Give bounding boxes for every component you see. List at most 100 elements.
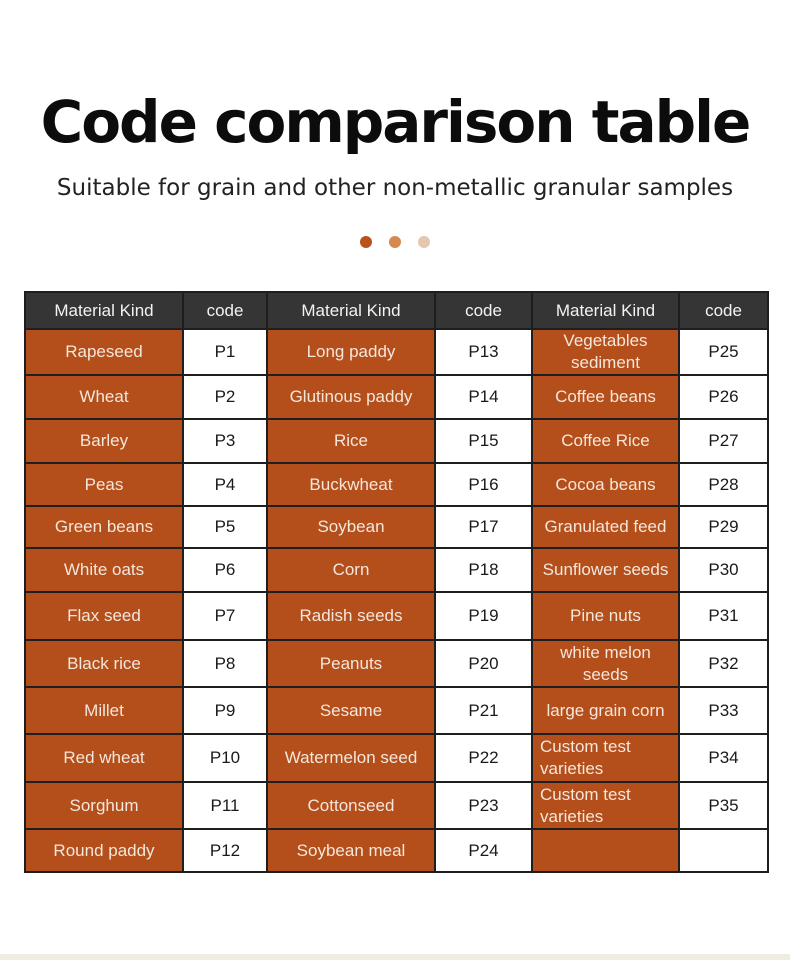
table-row: Black rice P8 Peanuts P20 white melon seeds P… [24,639,769,688]
code-cell: P3 [182,418,268,464]
table-row: Round paddy P12 Soybean meal P24 [24,828,769,873]
material-kind-cell: Sorghum [24,781,184,830]
material-kind-cell: Flax seed [24,591,184,641]
code-comparison-table: Material Kind code Material Kind code Ma… [24,291,769,873]
bottom-strip [0,954,790,960]
material-kind-cell: Black rice [24,639,184,688]
material-kind-cell: Cocoa beans [531,462,680,507]
column-header: code [182,291,268,330]
material-kind-cell: Round paddy [24,828,184,873]
column-header: Material Kind [531,291,680,330]
code-cell: P13 [434,328,533,376]
table-header-row: Material Kind code Material Kind code Ma… [24,291,769,330]
column-header: Material Kind [24,291,184,330]
code-cell: P21 [434,686,533,735]
material-kind-cell [531,828,680,873]
code-cell: P31 [678,591,769,641]
indicator-dot [389,236,401,248]
material-kind-cell: Coffee beans [531,374,680,420]
material-kind-cell: Pine nuts [531,591,680,641]
code-cell: P32 [678,639,769,688]
material-kind-cell: Red wheat [24,733,184,783]
code-cell: P15 [434,418,533,464]
table-row: Green beans P5 Soybean P17 Granulated feed P2… [24,505,769,549]
material-kind-cell: Coffee Rice [531,418,680,464]
code-cell: P11 [182,781,268,830]
code-cell: P1 [182,328,268,376]
code-cell: P18 [434,547,533,593]
page-indicator-dots [0,236,790,248]
indicator-dot [418,236,430,248]
material-kind-cell: Radish seeds [266,591,436,641]
code-cell [678,828,769,873]
code-cell: P28 [678,462,769,507]
code-cell: P25 [678,328,769,376]
material-kind-cell: Corn [266,547,436,593]
material-kind-cell: Granulated feed [531,505,680,549]
code-cell: P14 [434,374,533,420]
material-kind-cell: large grain corn [531,686,680,735]
code-cell: P20 [434,639,533,688]
page-subtitle: Suitable for grain and other non-metalli… [56,175,734,201]
table-row: Barley P3 Rice P15 Coffee Rice P27 [24,418,769,464]
material-kind-cell: Custom test varieties [531,781,680,830]
material-kind-cell: Peanuts [266,639,436,688]
material-kind-cell: Rapeseed [24,328,184,376]
table-row: White oats P6 Corn P18 Sunflower seeds P30 [24,547,769,593]
material-kind-cell: Custom test varieties [531,733,680,783]
code-cell: P2 [182,374,268,420]
code-cell: P8 [182,639,268,688]
material-kind-cell: Millet [24,686,184,735]
code-cell: P19 [434,591,533,641]
material-kind-cell: Sesame [266,686,436,735]
code-cell: P24 [434,828,533,873]
code-cell: P12 [182,828,268,873]
code-cell: P16 [434,462,533,507]
material-kind-cell: Wheat [24,374,184,420]
material-kind-cell: white melon seeds [531,639,680,688]
code-cell: P26 [678,374,769,420]
material-kind-cell: Sunflower seeds [531,547,680,593]
material-kind-cell: Buckwheat [266,462,436,507]
table-row: Rapeseed P1 Long paddy P13 Vegetables sedime… [24,328,769,376]
material-kind-cell: Soybean meal [266,828,436,873]
code-cell: P23 [434,781,533,830]
column-header: code [678,291,769,330]
code-cell: P33 [678,686,769,735]
table-row: Wheat P2 Glutinous paddy P14 Coffee beans P26 [24,374,769,420]
material-kind-cell: Rice [266,418,436,464]
column-header: code [434,291,533,330]
code-cell: P6 [182,547,268,593]
table-row: Peas P4 Buckwheat P16 Cocoa beans P28 [24,462,769,507]
code-cell: P34 [678,733,769,783]
material-kind-cell: Vegetables sediment [531,328,680,376]
code-cell: P17 [434,505,533,549]
code-cell: P30 [678,547,769,593]
page-title: Code comparison table [40,88,752,156]
material-kind-cell: Soybean [266,505,436,549]
table-row: Flax seed P7 Radish seeds P19 Pine nuts P31 [24,591,769,641]
material-kind-cell: Peas [24,462,184,507]
code-cell: P5 [182,505,268,549]
material-kind-cell: Green beans [24,505,184,549]
table-body: Rapeseed P1 Long paddy P13 Vegetables sedime… [24,328,769,873]
material-kind-cell: Barley [24,418,184,464]
table-row: Sorghum P11 Cottonseed P23 Custom test varie… [24,781,769,830]
material-kind-cell: Long paddy [266,328,436,376]
code-cell: P7 [182,591,268,641]
material-kind-cell: Cottonseed [266,781,436,830]
code-cell: P10 [182,733,268,783]
table-row: Red wheat P10 Watermelon seed P22 Custom tes… [24,733,769,783]
code-cell: P29 [678,505,769,549]
indicator-dot [360,236,372,248]
code-cell: P35 [678,781,769,830]
column-header: Material Kind [266,291,436,330]
code-cell: P22 [434,733,533,783]
material-kind-cell: Glutinous paddy [266,374,436,420]
material-kind-cell: White oats [24,547,184,593]
code-cell: P4 [182,462,268,507]
code-cell: P9 [182,686,268,735]
code-cell: P27 [678,418,769,464]
material-kind-cell: Watermelon seed [266,733,436,783]
table-row: Millet P9 Sesame P21 large grain corn P33 [24,686,769,735]
